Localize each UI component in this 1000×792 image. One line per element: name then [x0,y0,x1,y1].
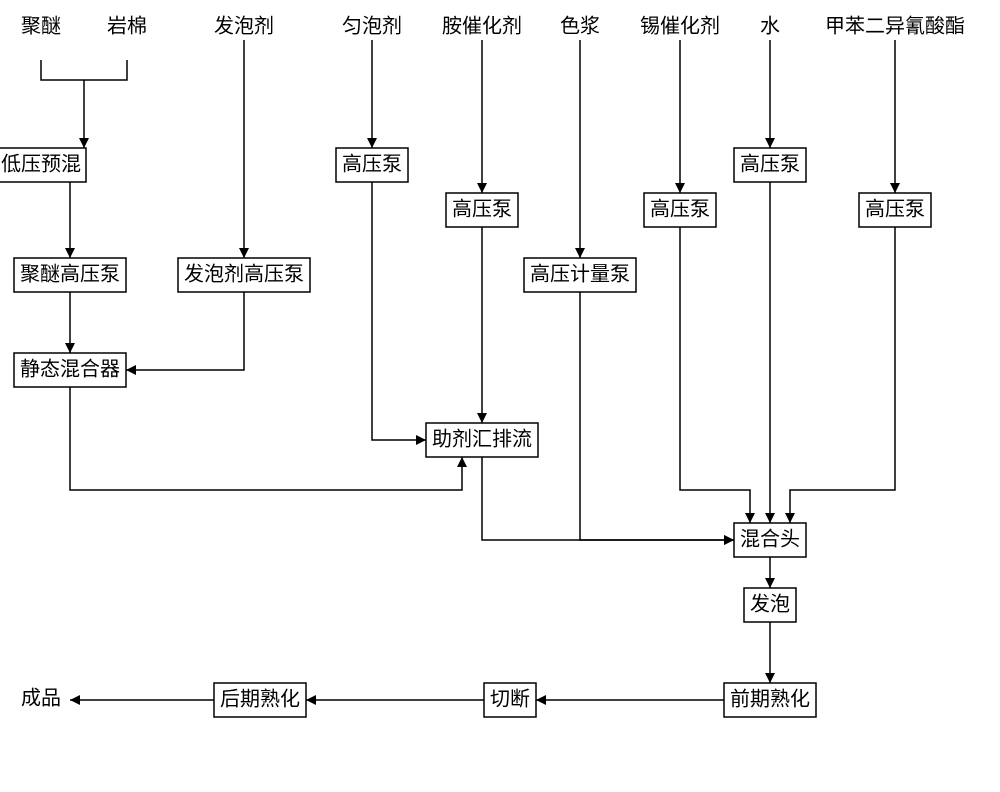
box-label-hp_pump_am: 高压泵 [452,198,512,221]
box-label-foam_hp: 发泡剂高压泵 [184,263,304,286]
final-product-label: 成品 [21,687,61,710]
arrow-tdi-to-mix [790,227,895,523]
box-label-mix_head: 混合头 [740,528,800,551]
box-label-pre_cure: 前期熟化 [730,688,810,711]
top-label-water: 水 [760,15,780,38]
box-label-meter_pump: 高压计量泵 [530,263,630,286]
box-label-lp_premix: 低压预混 [1,153,81,176]
top-label-polyether: 聚醚 [21,15,61,38]
box-label-pe_hp_pump: 聚醚高压泵 [20,263,120,286]
arrow-tin-to-mix [680,227,750,523]
arrow-static-to-aux [70,387,462,490]
top-label-leveling: 匀泡剂 [342,15,402,38]
box-label-cut: 切断 [490,688,530,711]
top-label-colorpaste: 色浆 [560,15,600,38]
top-label-rockwool: 岩棉 [107,15,147,38]
bracket-polyether-rockwool [41,60,127,148]
arrow-color-to-mix [580,292,734,540]
arrow-lvl-to-aux [372,182,426,440]
box-label-hp_pump_tin: 高压泵 [650,198,710,221]
box-label-hp_pump_w: 高压泵 [740,153,800,176]
box-label-post_cure: 后期熟化 [220,688,300,711]
box-label-foaming_b: 发泡 [750,593,790,616]
top-label-foaming: 发泡剂 [214,15,274,38]
box-label-aux_flow: 助剂汇排流 [432,428,532,451]
top-label-tdi: 甲苯二异氰酸酯 [825,15,965,38]
arrow-aux-to-mix [482,457,734,540]
arrow-foam-to-static [126,292,244,370]
top-label-tin: 锡催化剂 [640,15,720,38]
box-label-hp_pump_tdi: 高压泵 [865,198,925,221]
top-label-amine: 胺催化剂 [442,15,522,38]
box-label-hp_pump_lvl: 高压泵 [342,153,402,176]
box-label-static_mix: 静态混合器 [20,358,120,381]
